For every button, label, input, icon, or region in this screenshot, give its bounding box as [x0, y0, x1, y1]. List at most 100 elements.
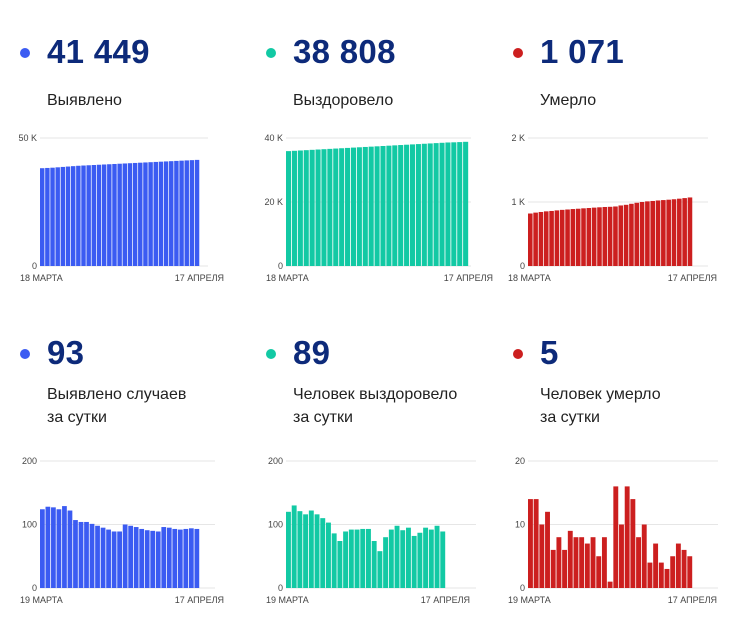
bar [50, 167, 55, 266]
panel-detected-daily: 93 Выявлено случаев за сутки 0 100 200 19 МАРТ… [20, 333, 250, 633]
stat-value: 1 071 [540, 33, 625, 70]
bar [297, 150, 303, 266]
legend-dot-icon [513, 48, 523, 58]
stat-label: Умерло [540, 92, 597, 109]
bar [122, 524, 128, 588]
y-tick-label: 100 [268, 520, 283, 530]
legend-dot-icon [266, 48, 276, 58]
bar [95, 525, 100, 588]
bar [590, 537, 596, 588]
bar [122, 163, 128, 266]
bar [56, 509, 62, 588]
bar [91, 165, 97, 266]
stat-label: за сутки [540, 409, 600, 426]
bar [326, 522, 331, 588]
stat-row: 5 [513, 333, 559, 373]
bar [89, 523, 95, 588]
bar [388, 529, 394, 588]
bar [634, 202, 640, 266]
bar [158, 161, 164, 266]
bar [45, 167, 50, 266]
bar [687, 556, 693, 588]
bar [533, 499, 539, 588]
bar [45, 506, 51, 588]
bar [51, 507, 56, 588]
legend-dot-icon [266, 349, 276, 359]
bar [117, 531, 122, 588]
bar [528, 213, 533, 266]
bar [366, 528, 371, 588]
bar [664, 568, 670, 588]
x-end-label: 17 АПРЕЛЯ [444, 273, 493, 283]
stat-label: Выздоровело [293, 92, 394, 109]
bar [321, 149, 327, 266]
stat-row: 93 [20, 333, 84, 373]
bar [451, 142, 457, 266]
bar [55, 167, 60, 266]
bar [653, 543, 659, 588]
bar [440, 531, 446, 588]
x-start-label: 18 МАРТА [266, 273, 309, 283]
bar [161, 527, 167, 588]
bar [539, 524, 545, 588]
bar [172, 528, 178, 588]
bar [423, 527, 429, 588]
bar [623, 204, 629, 266]
bar [188, 528, 194, 588]
bar [356, 147, 362, 266]
bar [169, 161, 174, 266]
y-tick-label: 10 [515, 520, 525, 530]
bar [371, 541, 377, 588]
bar [629, 203, 634, 266]
bar [73, 520, 78, 588]
stat-row: 89 [266, 333, 330, 373]
bar [415, 144, 421, 266]
bar [601, 537, 607, 588]
bar [184, 160, 189, 266]
bar [297, 511, 303, 588]
x-start-label: 19 МАРТА [508, 595, 551, 605]
bar [630, 499, 636, 588]
bar [374, 146, 380, 266]
bar [348, 529, 354, 588]
bar [591, 207, 597, 266]
bar [194, 528, 200, 588]
bar [112, 163, 117, 266]
bar [549, 210, 554, 266]
bar [139, 528, 145, 588]
bar [602, 206, 608, 266]
bar [661, 200, 666, 266]
bar [607, 206, 613, 266]
bar [303, 514, 309, 588]
bar [148, 162, 153, 266]
stat-value: 93 [47, 334, 85, 371]
bar [624, 486, 630, 588]
bar [639, 202, 645, 266]
bar [559, 209, 565, 266]
bar [177, 529, 183, 588]
bar [86, 165, 91, 266]
stat-label: Человек умерло [540, 386, 661, 403]
y-tick-label: 0 [520, 583, 525, 593]
bar [528, 499, 533, 588]
stat-row: 1 071 [513, 32, 624, 72]
bar [362, 146, 368, 266]
bar [575, 208, 581, 266]
bar [127, 163, 133, 266]
stat-value: 41 449 [47, 33, 150, 70]
bar [343, 531, 349, 588]
bar-chart: 0 100 200 19 МАРТА 17 АПРЕЛЯ [20, 456, 224, 605]
bar [133, 527, 139, 588]
bar [434, 525, 440, 588]
bar [543, 211, 549, 266]
stat-row: 38 808 [266, 32, 396, 72]
bar [286, 151, 292, 266]
bar [138, 162, 143, 266]
bar [308, 510, 314, 588]
bar [641, 524, 647, 588]
legend-dot-icon [513, 349, 523, 359]
bar [411, 535, 417, 588]
bar [331, 533, 337, 588]
stat-value: 5 [540, 334, 559, 371]
bar [291, 150, 297, 266]
